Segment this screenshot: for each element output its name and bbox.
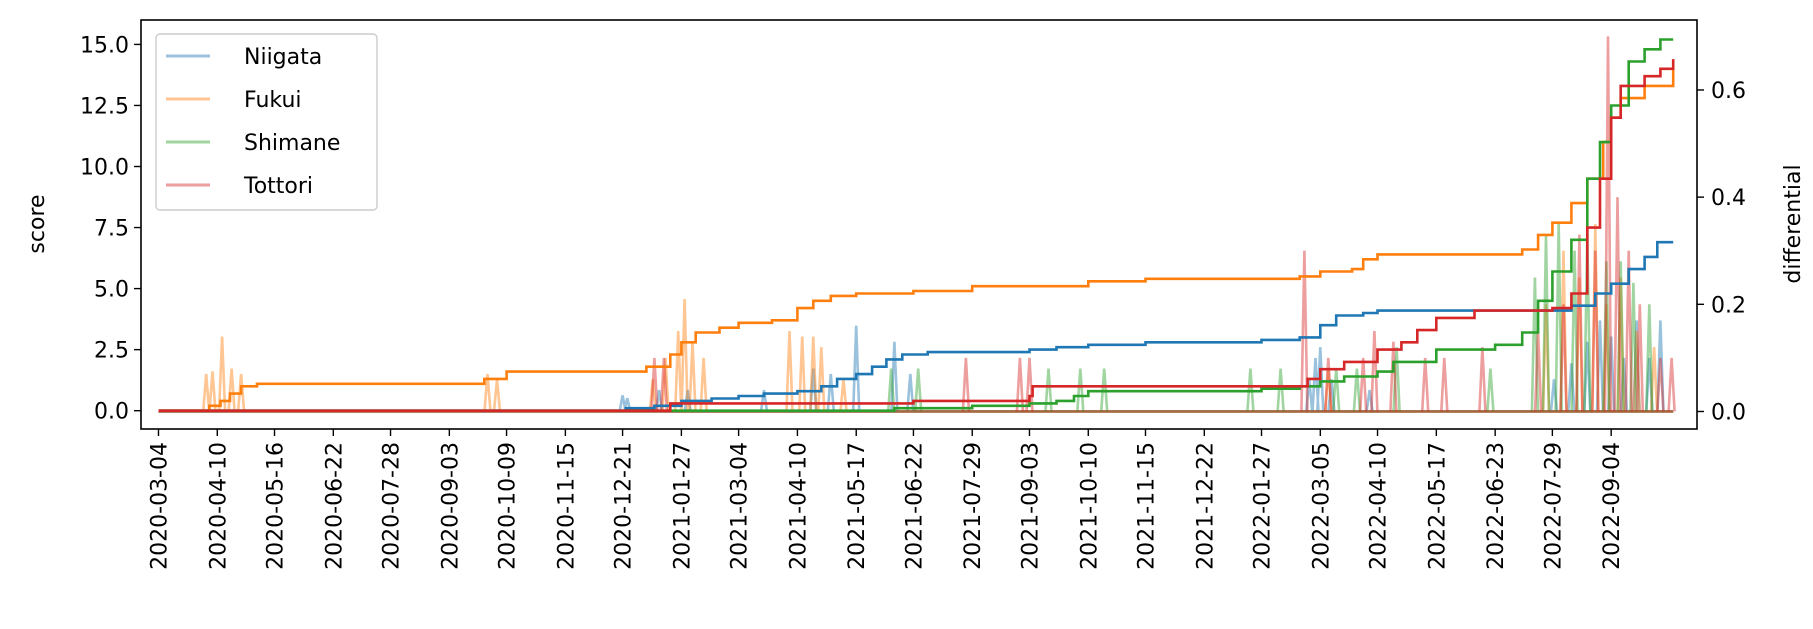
score-line-tottori — [158, 59, 1675, 412]
y-tick-label-right: 0.4 — [1711, 186, 1746, 211]
x-tick-label: 2022-07-29 — [1541, 442, 1566, 570]
x-tick-label: 2021-12-22 — [1193, 442, 1218, 570]
y-tick-label-left: 0.0 — [94, 400, 129, 425]
y-tick-label-left: 15.0 — [80, 33, 129, 58]
x-tick-label: 2021-04-10 — [786, 442, 811, 570]
x-tick-label: 2022-04-10 — [1367, 442, 1392, 570]
legend-box — [155, 33, 378, 211]
x-tick-label: 2020-06-22 — [322, 442, 347, 570]
differential-line-niigata — [618, 320, 1665, 412]
y-tick-label-right: 0.6 — [1711, 79, 1746, 104]
y-tick-label-left: 2.5 — [94, 339, 129, 364]
y-tick-label-right: 0.2 — [1711, 293, 1746, 318]
x-tick-label: 2020-10-09 — [496, 442, 521, 570]
x-tick-label: 2021-07-29 — [961, 442, 986, 570]
x-tick-label: 2020-11-15 — [554, 442, 579, 570]
x-tick-label: 2020-04-10 — [206, 442, 231, 570]
x-tick-label: 2021-05-17 — [845, 442, 870, 570]
y-axis-label-left: score — [25, 194, 50, 253]
y-tick-label-right: 0.0 — [1711, 400, 1746, 425]
y-tick-label-left: 12.5 — [80, 94, 129, 119]
y-axis-right: 0.0 0.2 0.4 0.6 — [1697, 79, 1746, 425]
legend-label-fukui: Fukui — [244, 88, 302, 113]
y-axis-label-right: differential — [1781, 164, 1806, 283]
score-line-fukui — [158, 68, 1675, 412]
x-tick-label: 2020-03-04 — [147, 442, 172, 570]
x-tick-label: 2020-07-28 — [380, 442, 405, 570]
legend-label-niigata: Niigata — [244, 45, 322, 70]
x-tick-label: 2022-03-05 — [1309, 442, 1334, 570]
x-tick-label: 2020-09-03 — [438, 442, 463, 570]
y-tick-label-left: 7.5 — [94, 217, 129, 242]
x-tick-label: 2021-09-03 — [1018, 442, 1043, 570]
score-series-layer — [158, 38, 1675, 412]
legend-label-tottori: Tottori — [243, 174, 313, 199]
y-axis-left: 0.0 2.5 5.0 7.5 10.0 12.5 15.0 — [80, 33, 141, 425]
x-tick-label: 2021-11-15 — [1134, 442, 1159, 570]
legend: Niigata Fukui Shimane Tottori — [155, 33, 378, 211]
legend-label-shimane: Shimane — [244, 131, 340, 156]
x-tick-label: 2022-09-04 — [1600, 442, 1625, 570]
x-tick-label: 2021-03-04 — [728, 442, 753, 570]
y-tick-label-left: 5.0 — [94, 278, 129, 303]
x-axis: 2020-03-04 2020-04-10 2020-05-16 2020-06-22… — [147, 429, 1625, 570]
x-tick-label: 2021-10-10 — [1077, 442, 1102, 570]
x-tick-label: 2021-06-22 — [902, 442, 927, 570]
y-tick-label-left: 10.0 — [80, 156, 129, 181]
x-tick-label: 2020-12-21 — [612, 442, 637, 570]
score-line-shimane — [158, 38, 1674, 412]
plot-frame — [140, 19, 1698, 430]
x-tick-label: 2021-01-27 — [670, 442, 695, 570]
x-tick-label: 2022-06-23 — [1484, 442, 1509, 570]
x-tick-label: 2022-05-17 — [1425, 442, 1450, 570]
x-tick-label: 2020-05-16 — [264, 442, 289, 570]
x-tick-label: 2022-01-27 — [1251, 442, 1276, 570]
differential-line-tottori — [650, 36, 1676, 412]
